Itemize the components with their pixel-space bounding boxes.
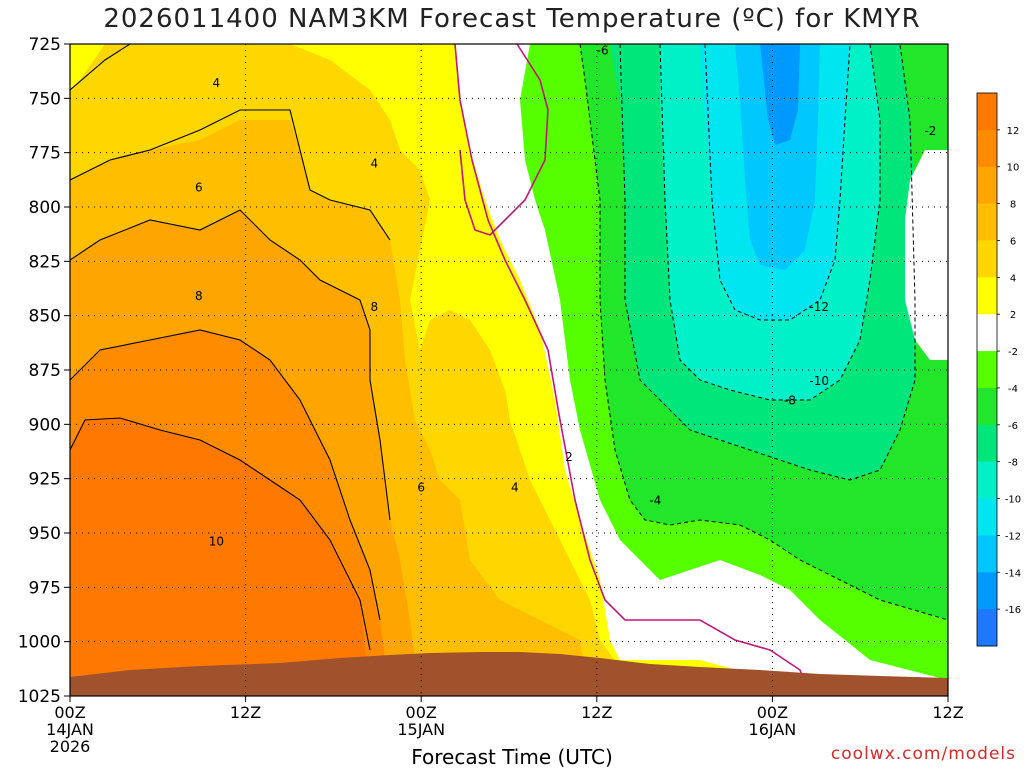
colorbar: 12 10 8 6 4 2 -2 -4 -6 -8 -10 -12 -14 -16: [976, 92, 1021, 647]
contour-label: 6: [195, 180, 203, 194]
contour-label: 4: [511, 480, 519, 494]
contour-label: 4: [371, 157, 379, 171]
contour-label: 6: [417, 480, 425, 494]
y-tick-label: 750: [29, 89, 61, 109]
y-tick-label: 775: [29, 144, 61, 164]
x-tick-label: 15JAN: [397, 720, 445, 739]
colorbar-label: 8: [1010, 200, 1016, 211]
colorbar-segment: [977, 93, 997, 131]
fill-cold-12: [735, 44, 820, 270]
colorbar-label: -8: [1008, 458, 1018, 469]
colorbar-label: 2: [1010, 310, 1016, 321]
x-tick-label: 12Z: [581, 703, 612, 722]
x-tick-label: 14JAN: [46, 720, 94, 739]
colorbar-segment: [977, 314, 997, 352]
y-tick-label: 925: [29, 470, 61, 490]
contour-label: 8: [371, 300, 379, 314]
contour-label: -12: [809, 300, 829, 314]
colorbar-segment: [977, 461, 997, 500]
colorbar-segment: [977, 424, 997, 463]
contour-line-warm: [70, 44, 131, 91]
x-tick-label: 00Z: [54, 703, 85, 722]
contour-label: -6: [597, 44, 609, 58]
y-tick-label: 950: [29, 524, 61, 544]
y-tick-label: 725: [29, 35, 61, 55]
colorbar-label: -2: [1008, 347, 1018, 358]
x-tick-label: 00Z: [406, 703, 437, 722]
y-tick-label: 900: [29, 415, 61, 435]
x-tick-label: 00Z: [757, 703, 788, 722]
contour-line-cold: [704, 44, 851, 321]
y-tick-label: 875: [29, 361, 61, 381]
zero-isotherm-upper: [454, 44, 811, 696]
contour-label: -8: [784, 393, 796, 407]
colorbar-segment: [977, 387, 997, 426]
y-axis: 725 750 775 800 825 850 875 900 925 950 975 1000 102…: [18, 35, 70, 707]
colorbar-segment: [977, 277, 997, 315]
colorbar-label: 12: [1007, 126, 1020, 137]
contour-label: -2: [924, 124, 936, 138]
contour-line-warm: [70, 329, 381, 621]
contour-line-cold: [659, 44, 881, 401]
colorbar-segment: [977, 498, 997, 536]
x-axis-label: Forecast Time (UTC): [411, 745, 613, 768]
colorbar-label: -6: [1008, 421, 1018, 432]
x-tick-label: 12Z: [230, 703, 261, 722]
contour-line-cold: [619, 44, 916, 481]
contour-line-warm: [70, 109, 391, 241]
terrain-ground: [70, 652, 948, 696]
zero-isotherm-lower: [459, 44, 549, 236]
colorbar-label: -14: [1005, 568, 1021, 579]
gridlines: [70, 44, 948, 696]
colorbar-label: -12: [1005, 531, 1021, 542]
fill-near-zero-right: [905, 150, 948, 360]
contour-label: -4: [649, 493, 661, 507]
fill-cold-14: [760, 44, 800, 145]
colorbar-label: 10: [1007, 163, 1020, 174]
colorbar-frame: [976, 92, 998, 647]
colorbar-label: -4: [1008, 384, 1018, 395]
x-tick-label: 16JAN: [749, 720, 797, 739]
contour-label: 10: [209, 535, 224, 549]
contour-label: 8: [195, 289, 203, 303]
y-tick-label: 1025: [18, 687, 61, 707]
colorbar-segment: [977, 351, 997, 389]
chart-title: 2026011400 NAM3KM Forecast Temperature (…: [103, 4, 921, 34]
contour-label: -10: [809, 374, 829, 388]
colorbar-segment: [977, 535, 997, 573]
x-tick-label: 12Z: [932, 703, 963, 722]
colorbar-segment: [977, 203, 997, 241]
contour-line-warm: [70, 209, 391, 521]
colorbar-segment: [977, 240, 997, 278]
contour-line-warm: [70, 417, 371, 651]
colorbar-label: -10: [1005, 495, 1021, 506]
y-tick-label: 975: [29, 578, 61, 598]
contour-label: 2: [565, 450, 573, 464]
y-tick-label: 825: [29, 252, 61, 272]
x-tick-label: 2026: [50, 737, 91, 756]
colorbar-segment: [977, 129, 997, 168]
credit-text: coolwx.com/models: [830, 744, 1016, 764]
colorbar-segment: [977, 572, 997, 610]
y-tick-label: 800: [29, 198, 61, 218]
colorbar-segment: [977, 166, 997, 205]
contour-line-cold: [579, 44, 948, 621]
y-tick-label: 850: [29, 307, 61, 327]
contour-label: 4: [213, 76, 221, 90]
colorbar-label: -16: [1005, 605, 1021, 616]
colorbar-label: 4: [1010, 273, 1016, 284]
y-tick-label: 1000: [18, 633, 61, 653]
colorbar-segment: [977, 609, 997, 647]
contour-labels: 4 6 8 10 4 8 6 4 2 -6 -4 -8 -10 -12 -2: [195, 44, 936, 549]
fill-warm-14: [70, 418, 370, 696]
colorbar-label: 6: [1010, 236, 1016, 247]
